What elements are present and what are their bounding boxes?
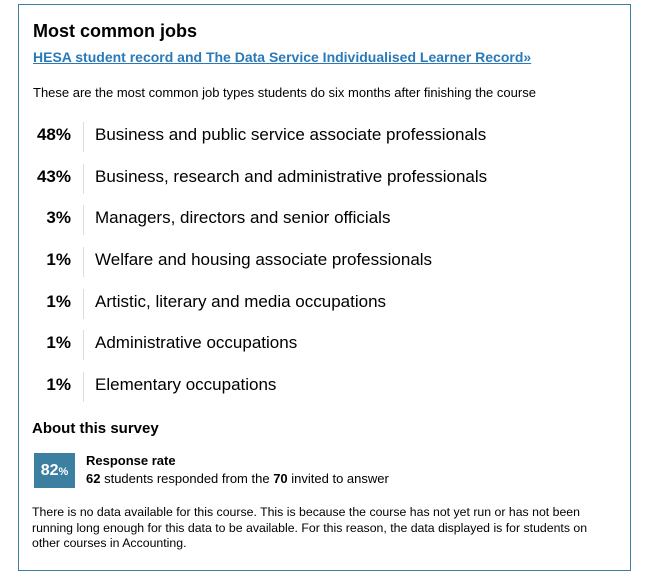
job-percent: 1% <box>46 375 71 395</box>
job-row: 1% Administrative occupations <box>19 326 630 368</box>
most-common-jobs-panel: Most common jobs HESA student record and… <box>18 4 631 571</box>
divider <box>83 205 84 236</box>
response-rate-percent-sign: % <box>58 466 69 478</box>
job-row: 1% Elementary occupations <box>19 368 630 410</box>
source-link[interactable]: HESA student record and The Data Service… <box>33 49 532 65</box>
about-survey-heading: About this survey <box>32 420 159 437</box>
responded-text: students responded from the <box>100 471 274 486</box>
divider <box>83 288 84 319</box>
job-row: 43% Business, research and administrativ… <box>19 160 630 202</box>
job-percent: 48% <box>36 125 71 144</box>
job-label: Elementary occupations <box>95 375 277 395</box>
divider <box>83 330 84 361</box>
job-percent: 1% <box>46 291 71 311</box>
job-label: Business, research and administrative pr… <box>95 166 488 186</box>
divider <box>83 122 84 152</box>
job-row: 3% Managers, directors and senior offici… <box>19 201 630 243</box>
response-rate-badge: 82% <box>34 453 75 488</box>
divider <box>83 163 84 194</box>
job-label: Managers, directors and senior officials <box>95 208 391 228</box>
invited-count: 70 <box>273 471 288 486</box>
divider <box>83 372 84 403</box>
intro-text: These are the most common job types stud… <box>33 85 536 100</box>
response-rate-title: Response rate <box>86 453 176 468</box>
job-label: Administrative occupations <box>95 333 298 353</box>
no-data-note: There is no data available for this cour… <box>32 505 588 550</box>
job-label: Artistic, literary and media occupations <box>95 291 387 311</box>
response-rate-text: 62 students responded from the 70 invite… <box>86 471 389 486</box>
divider <box>83 247 84 278</box>
job-percent: 1% <box>46 333 71 353</box>
job-label: Business and public service associate pr… <box>95 125 487 144</box>
invited-text: invited to answer <box>287 471 389 486</box>
job-percent: 43% <box>36 166 71 186</box>
responded-count: 62 <box>86 471 101 486</box>
job-percent: 1% <box>46 250 71 270</box>
job-label: Welfare and housing associate profession… <box>95 250 433 270</box>
job-row: 1% Artistic, literary and media occupati… <box>19 285 630 327</box>
jobs-list: 48% Business and public service associat… <box>19 118 630 410</box>
section-title: Most common jobs <box>33 21 198 41</box>
job-row: 48% Business and public service associat… <box>19 118 630 160</box>
job-row: 1% Welfare and housing associate profess… <box>19 243 630 285</box>
job-percent: 3% <box>46 208 71 228</box>
response-rate-value: 82 <box>40 462 59 479</box>
